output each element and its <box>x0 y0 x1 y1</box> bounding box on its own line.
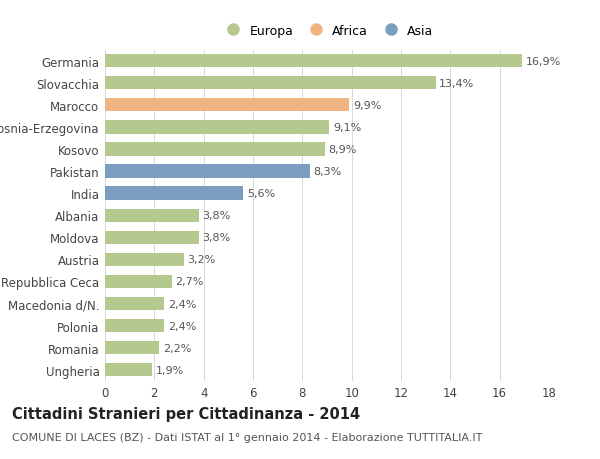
Bar <box>105 275 172 288</box>
Bar <box>105 121 329 134</box>
Text: 5,6%: 5,6% <box>247 189 275 199</box>
Text: 9,9%: 9,9% <box>353 101 381 111</box>
Text: 8,3%: 8,3% <box>313 167 341 177</box>
Bar <box>105 231 199 244</box>
Bar <box>105 165 310 178</box>
Text: 9,1%: 9,1% <box>333 123 361 133</box>
Bar <box>105 77 436 90</box>
Bar <box>105 143 325 156</box>
Text: 2,2%: 2,2% <box>163 343 191 353</box>
Text: Cittadini Stranieri per Cittadinanza - 2014: Cittadini Stranieri per Cittadinanza - 2… <box>12 406 360 421</box>
Bar <box>105 364 152 376</box>
Bar <box>105 209 199 222</box>
Text: 2,4%: 2,4% <box>168 321 196 331</box>
Text: 1,9%: 1,9% <box>155 365 184 375</box>
Bar <box>105 253 184 266</box>
Text: 2,7%: 2,7% <box>175 277 203 287</box>
Bar <box>105 55 522 68</box>
Text: 2,4%: 2,4% <box>168 299 196 309</box>
Text: 3,2%: 3,2% <box>188 255 216 265</box>
Text: 13,4%: 13,4% <box>439 78 475 89</box>
Text: 8,9%: 8,9% <box>328 145 356 155</box>
Bar <box>105 187 243 200</box>
Text: 16,9%: 16,9% <box>526 56 561 67</box>
Legend: Europa, Africa, Asia: Europa, Africa, Asia <box>221 25 433 38</box>
Bar <box>105 341 159 354</box>
Text: 3,8%: 3,8% <box>202 233 230 243</box>
Text: COMUNE DI LACES (BZ) - Dati ISTAT al 1° gennaio 2014 - Elaborazione TUTTITALIA.I: COMUNE DI LACES (BZ) - Dati ISTAT al 1° … <box>12 432 482 442</box>
Bar <box>105 297 164 310</box>
Text: 3,8%: 3,8% <box>202 211 230 221</box>
Bar <box>105 99 349 112</box>
Bar <box>105 319 164 332</box>
